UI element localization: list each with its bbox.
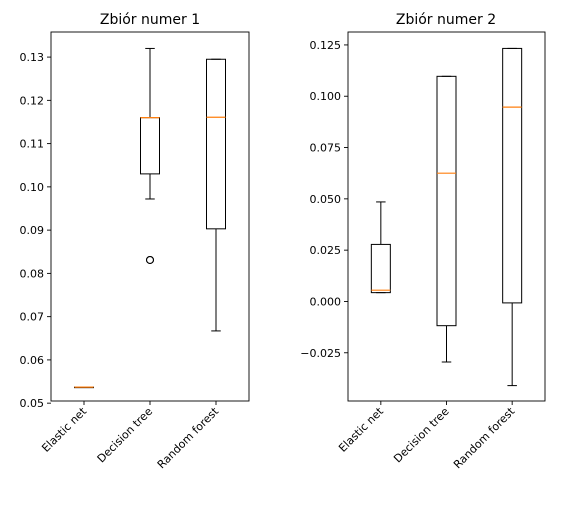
box-decision-tree [140, 47, 160, 264]
box-decision-tree [436, 75, 457, 363]
y-tick-label: 0.075 [310, 142, 342, 155]
y-tick-label: 0.13 [20, 51, 45, 64]
box-body [502, 47, 523, 304]
box-random-forest [502, 47, 523, 387]
box-body [436, 75, 457, 327]
box-body [206, 58, 226, 230]
y-tick-label: 0.125 [310, 39, 342, 52]
y-tick-label: 0.100 [310, 90, 342, 103]
y-tick-label: −0.025 [300, 347, 341, 360]
y-tick-label: 0.12 [20, 94, 45, 107]
box-elastic-net [74, 386, 94, 389]
y-tick-label: 0.10 [20, 181, 45, 194]
y-tick-label: 0.050 [310, 193, 342, 206]
subplot-2-frame [347, 31, 546, 402]
box-body [370, 243, 391, 294]
subplot-2-y-axis: −0.025 0.000 0.025 0.050 0.075 0.100 0.125 [300, 39, 348, 360]
y-tick-label: 0.000 [310, 295, 342, 308]
y-tick-label: 0.07 [20, 311, 45, 324]
subplot-1-boxes [74, 47, 226, 389]
subplot-2-title: Zbiór numer 2 [396, 12, 496, 28]
y-tick-label: 0.025 [310, 244, 342, 257]
y-tick-label: 0.05 [20, 397, 45, 410]
outlier-point [146, 255, 154, 264]
y-tick-label: 0.06 [20, 354, 45, 367]
subplot-2-boxes [370, 47, 523, 387]
box-random-forest [206, 58, 226, 332]
box-elastic-net [370, 201, 391, 294]
y-tick-label: 0.09 [20, 224, 45, 237]
subplot-1-frame [50, 31, 250, 402]
y-tick-label: 0.08 [20, 267, 45, 280]
subplot-1-title: Zbiór numer 1 [100, 12, 200, 28]
y-tick-label: 0.11 [20, 138, 45, 151]
subplot-1-y-axis: 0.05 0.06 0.07 0.08 0.09 0.10 0.11 0.12 0.13 [20, 51, 51, 410]
